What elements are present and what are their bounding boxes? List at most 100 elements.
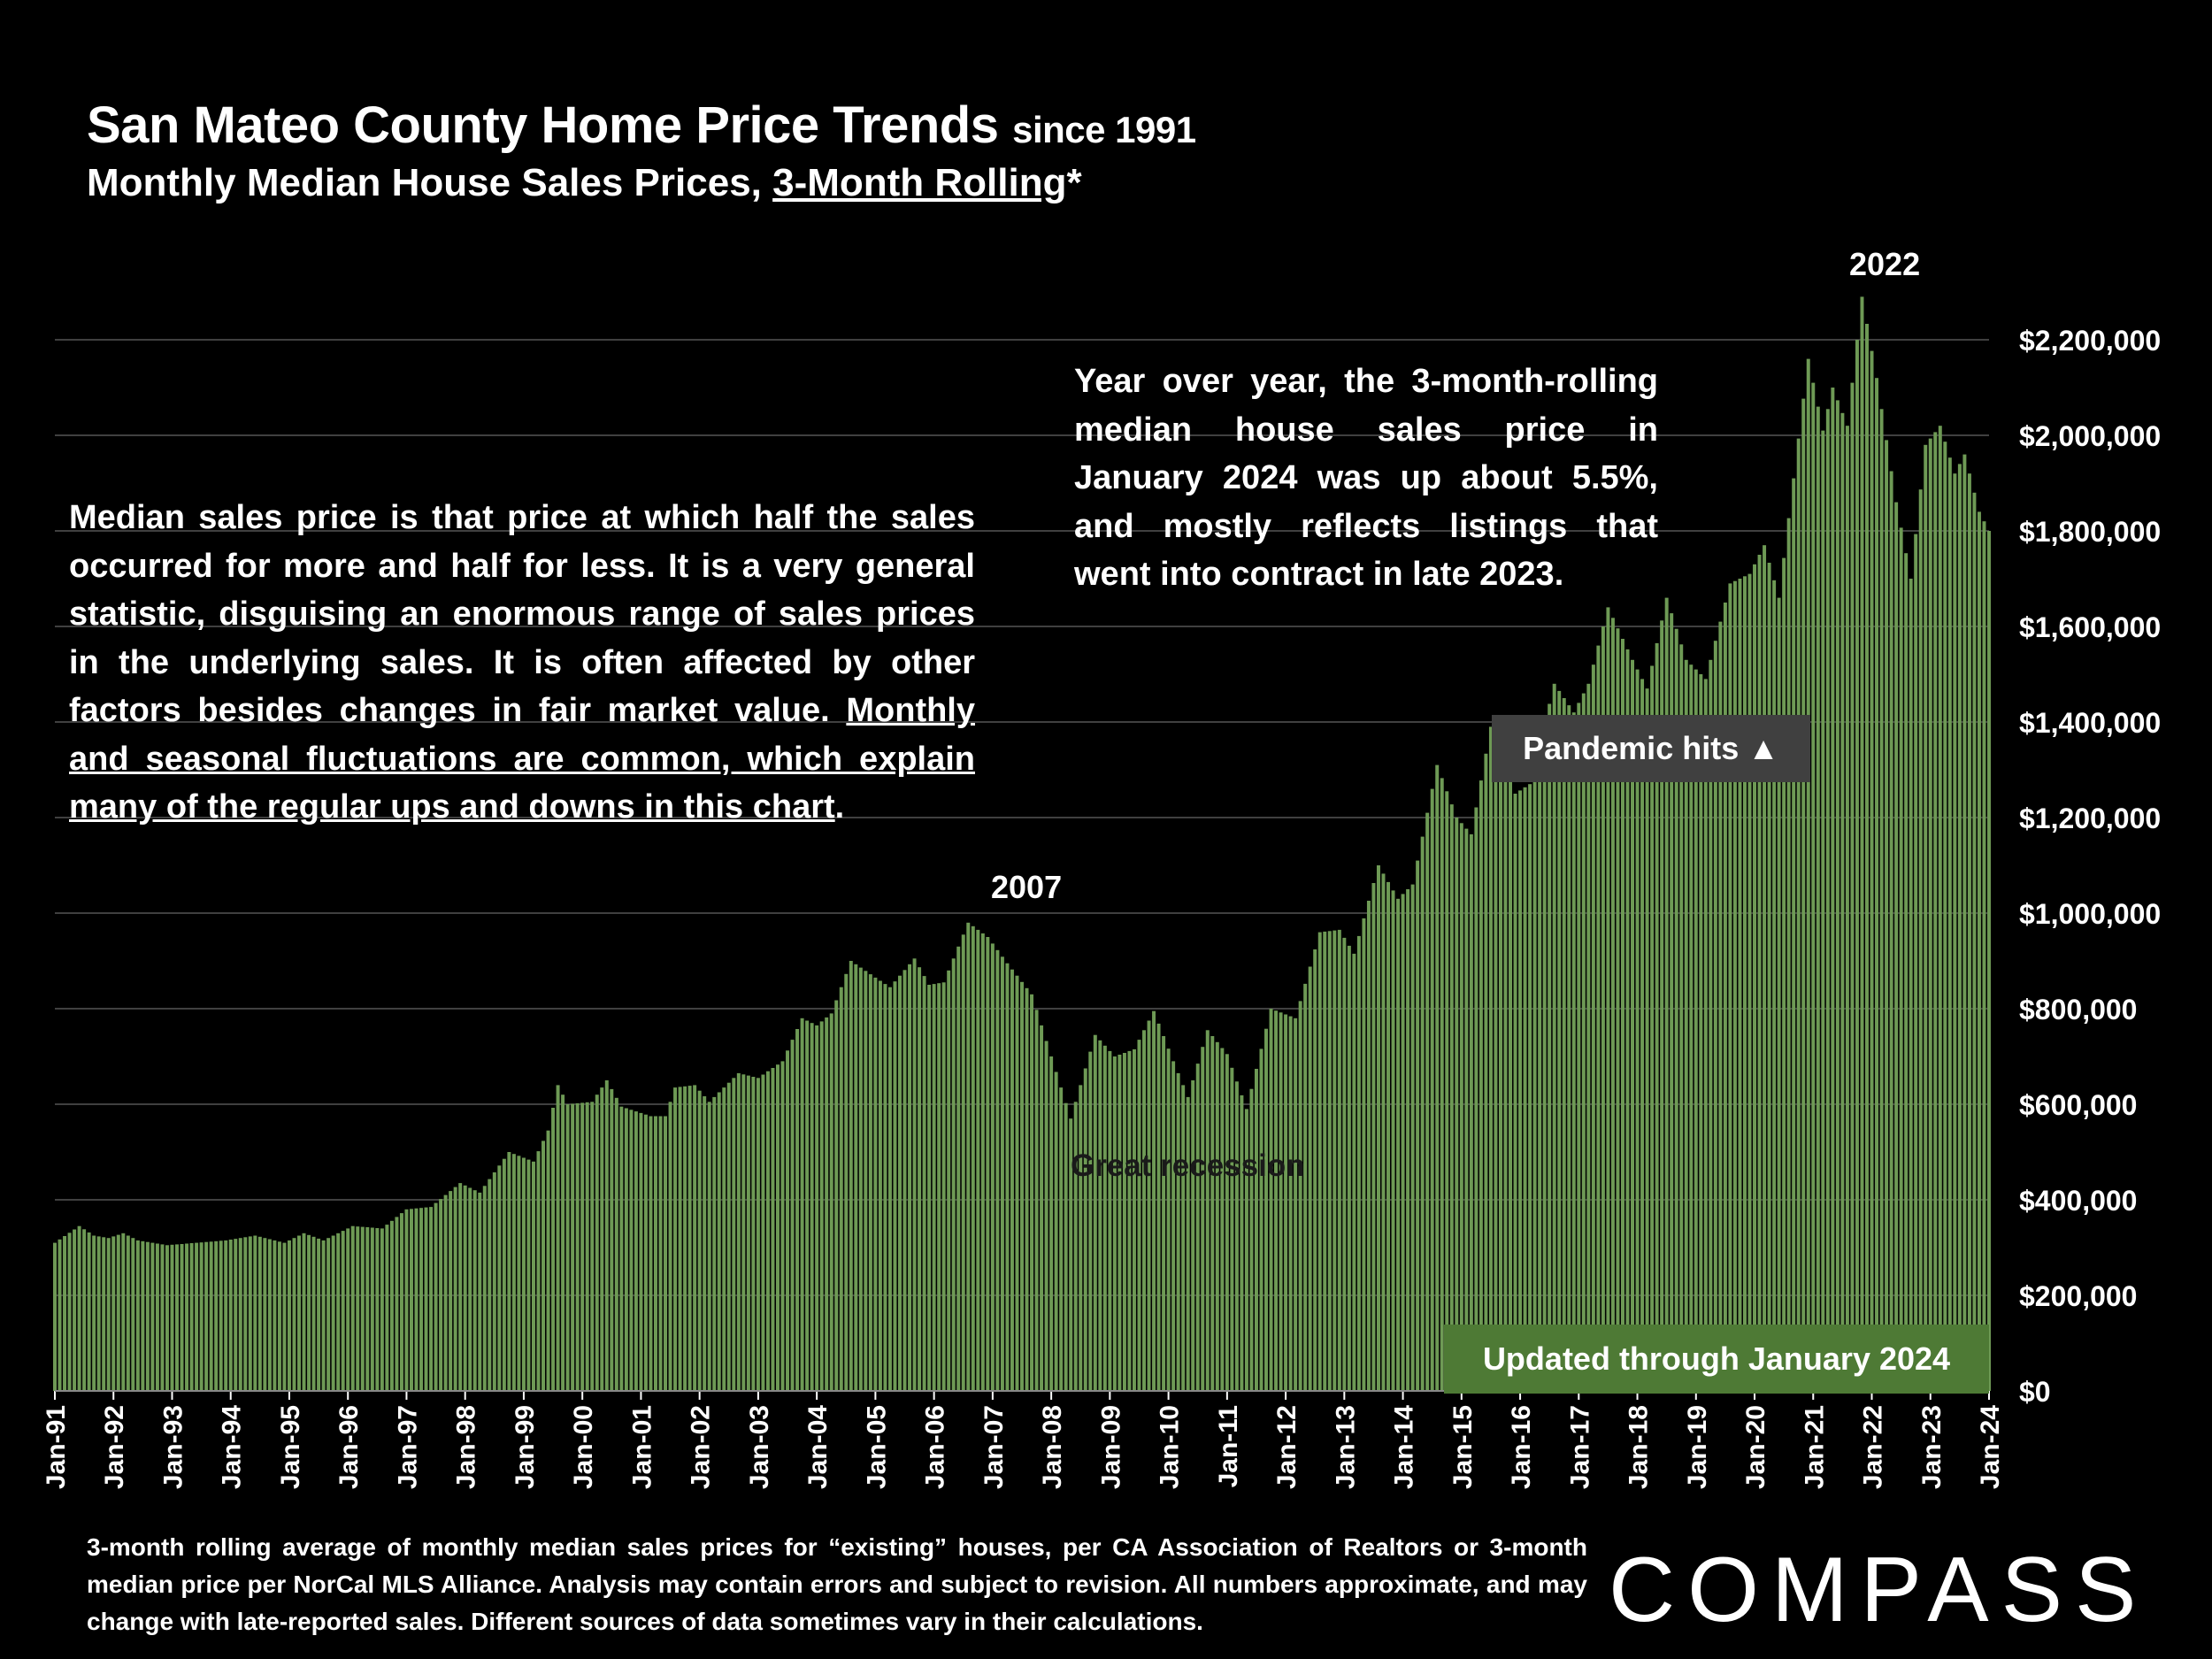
price-bar bbox=[1371, 883, 1376, 1391]
price-bar bbox=[780, 1061, 785, 1391]
price-bar bbox=[1416, 860, 1420, 1391]
price-bar bbox=[1786, 518, 1791, 1391]
price-bar bbox=[1670, 613, 1674, 1391]
price-bar bbox=[1108, 1050, 1112, 1391]
price-bar bbox=[604, 1080, 609, 1391]
price-bar bbox=[990, 943, 995, 1391]
price-bar bbox=[1718, 621, 1723, 1391]
price-bar bbox=[571, 1103, 575, 1391]
price-bar bbox=[937, 983, 941, 1391]
price-bar bbox=[1640, 679, 1645, 1391]
price-bar bbox=[1171, 1061, 1176, 1391]
price-bar bbox=[135, 1240, 140, 1391]
x-tick-label: Jan-13 bbox=[1331, 1405, 1360, 1489]
price-bar bbox=[292, 1238, 296, 1391]
price-bar bbox=[1987, 531, 1991, 1391]
price-bar bbox=[111, 1236, 116, 1391]
price-bar bbox=[673, 1087, 678, 1391]
price-bar bbox=[472, 1190, 477, 1391]
price-bar bbox=[1957, 464, 1962, 1391]
price-bar bbox=[1503, 766, 1508, 1391]
price-bar bbox=[883, 984, 887, 1391]
price-bar bbox=[1875, 378, 1879, 1392]
price-bar bbox=[819, 1021, 824, 1391]
price-bar bbox=[654, 1116, 657, 1391]
price-bar bbox=[966, 922, 971, 1391]
price-bar bbox=[546, 1130, 550, 1391]
price-bar bbox=[287, 1240, 291, 1391]
price-bar bbox=[1420, 836, 1425, 1391]
price-bar bbox=[1532, 764, 1537, 1391]
price-bar bbox=[1000, 956, 1004, 1391]
price-bar bbox=[732, 1078, 736, 1391]
price-bar bbox=[1855, 340, 1859, 1391]
price-bar bbox=[234, 1239, 238, 1391]
price-bar bbox=[1918, 489, 1923, 1391]
price-bar bbox=[1044, 1041, 1048, 1391]
chart-subtitle: Monthly Median House Sales Prices, 3-Mon… bbox=[87, 161, 1082, 205]
price-bar bbox=[1102, 1045, 1107, 1391]
price-bar bbox=[1606, 607, 1610, 1391]
x-tick-label: Jan-22 bbox=[1859, 1405, 1888, 1489]
x-tick-label: Jan-91 bbox=[42, 1405, 71, 1489]
price-bar bbox=[1098, 1040, 1102, 1391]
price-bar bbox=[257, 1236, 262, 1391]
price-bar bbox=[1201, 1047, 1205, 1391]
price-bar bbox=[511, 1154, 516, 1391]
price-bar bbox=[873, 977, 878, 1391]
price-bar bbox=[1132, 1048, 1136, 1391]
x-tick-label: Jan-07 bbox=[979, 1405, 1009, 1489]
price-bar bbox=[58, 1239, 62, 1391]
price-bar bbox=[1127, 1050, 1132, 1391]
price-bar bbox=[419, 1208, 423, 1391]
price-bar bbox=[224, 1240, 228, 1391]
price-bar bbox=[1860, 296, 1864, 1391]
note-left-text: Median sales price is that price at whic… bbox=[69, 499, 975, 729]
price-bar bbox=[277, 1241, 281, 1392]
price-bar bbox=[170, 1244, 174, 1391]
price-bar bbox=[595, 1094, 599, 1391]
price-bar bbox=[1230, 1067, 1234, 1391]
x-tick-label: Jan-10 bbox=[1156, 1405, 1185, 1489]
price-bar bbox=[1703, 679, 1708, 1391]
price-bar bbox=[1220, 1048, 1225, 1391]
price-bar bbox=[463, 1185, 467, 1391]
price-bar bbox=[1294, 1018, 1298, 1391]
compass-logo: COMPASS bbox=[1609, 1539, 2149, 1641]
price-bar bbox=[1347, 945, 1351, 1391]
price-bar bbox=[1093, 1034, 1097, 1391]
x-tick-label: Jan-02 bbox=[687, 1405, 716, 1489]
price-bar bbox=[82, 1229, 87, 1391]
price-bar bbox=[1782, 557, 1786, 1391]
price-bar bbox=[947, 970, 951, 1391]
price-bar bbox=[1567, 705, 1571, 1391]
price-bar bbox=[443, 1194, 448, 1391]
median-explanation-note: Median sales price is that price at whic… bbox=[69, 494, 975, 832]
price-bar bbox=[1713, 641, 1717, 1391]
price-bar bbox=[1166, 1048, 1171, 1391]
price-bar bbox=[1464, 828, 1469, 1391]
price-bar bbox=[1386, 881, 1390, 1391]
price-bar bbox=[1156, 1023, 1161, 1391]
price-bar bbox=[1865, 324, 1869, 1391]
price-bar bbox=[1571, 712, 1576, 1391]
price-bar bbox=[102, 1237, 106, 1391]
price-bar bbox=[453, 1187, 457, 1391]
price-bar bbox=[858, 967, 863, 1391]
y-tick-label: $1,400,000 bbox=[2019, 707, 2161, 739]
price-bar bbox=[712, 1096, 717, 1391]
price-bar bbox=[722, 1087, 726, 1391]
price-bar bbox=[854, 964, 858, 1391]
price-bar bbox=[478, 1192, 482, 1391]
price-bar bbox=[195, 1242, 199, 1391]
price-bar bbox=[389, 1220, 394, 1391]
price-bar bbox=[302, 1233, 306, 1391]
price-bar bbox=[1825, 409, 1830, 1391]
price-bar bbox=[1694, 669, 1698, 1391]
price-bar bbox=[131, 1238, 135, 1391]
price-bar bbox=[1772, 580, 1777, 1391]
price-bar bbox=[1030, 994, 1034, 1391]
chart-title: San Mateo County Home Price Trends since… bbox=[87, 96, 1196, 155]
price-bar bbox=[1274, 1010, 1279, 1391]
price-bar bbox=[243, 1237, 248, 1391]
